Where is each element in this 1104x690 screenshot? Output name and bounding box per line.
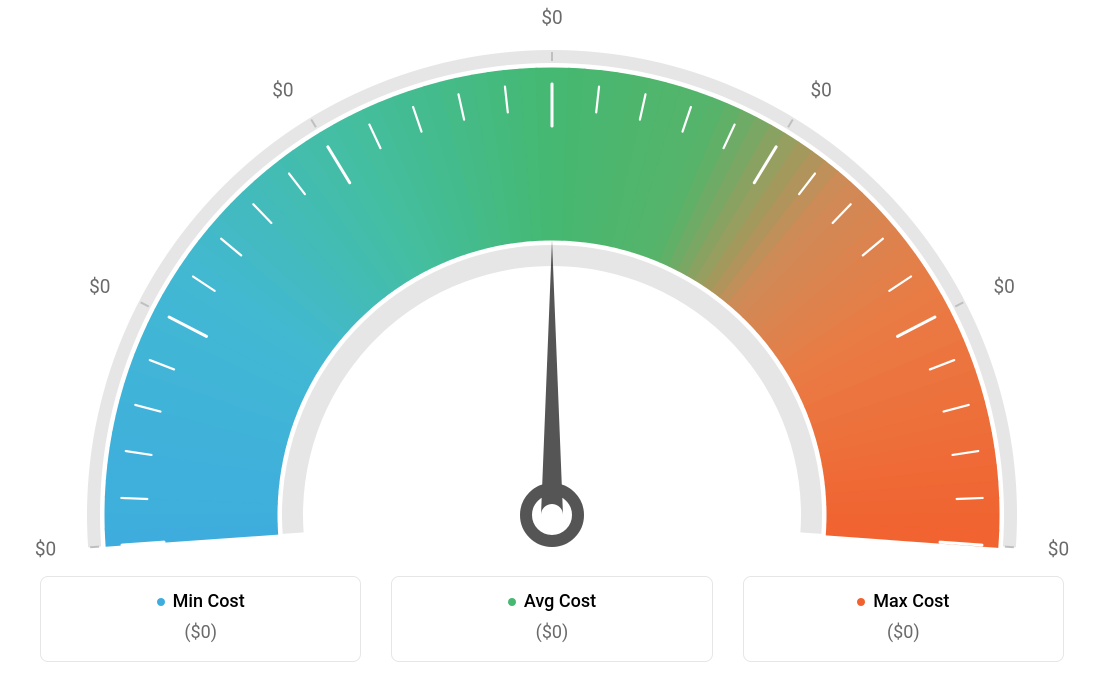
- legend-label-avg: Avg Cost: [524, 591, 596, 612]
- legend-row: Min Cost ($0) Avg Cost ($0) Max Cost ($0…: [40, 576, 1064, 663]
- legend-title-max: Max Cost: [857, 591, 949, 612]
- legend-value-min: ($0): [51, 622, 350, 643]
- svg-text:$0: $0: [541, 6, 562, 29]
- svg-text:$0: $0: [994, 275, 1015, 298]
- legend-card-avg: Avg Cost ($0): [391, 576, 712, 663]
- legend-dot-avg: [508, 598, 516, 606]
- legend-title-min: Min Cost: [157, 591, 245, 612]
- legend-value-avg: ($0): [402, 622, 701, 643]
- legend-label-max: Max Cost: [873, 591, 949, 612]
- legend-card-min: Min Cost ($0): [40, 576, 361, 663]
- legend-value-max: ($0): [754, 622, 1053, 643]
- svg-text:$0: $0: [89, 275, 110, 298]
- legend-card-max: Max Cost ($0): [743, 576, 1064, 663]
- svg-text:$0: $0: [810, 78, 831, 101]
- legend-dot-max: [857, 598, 865, 606]
- cost-gauge-infographic: $0 $0 $0 $0 $0 $0 $0 Min Cost ($0) Avg Cost ($…: [0, 0, 1104, 690]
- gauge-svg: $0 $0 $0 $0 $0 $0 $0: [0, 0, 1104, 560]
- legend-label-min: Min Cost: [173, 591, 245, 612]
- legend-title-avg: Avg Cost: [508, 591, 596, 612]
- svg-text:$0: $0: [35, 538, 56, 560]
- svg-text:$0: $0: [272, 78, 293, 101]
- gauge-chart: $0 $0 $0 $0 $0 $0 $0: [0, 0, 1104, 560]
- svg-text:$0: $0: [1048, 538, 1069, 560]
- legend-dot-min: [157, 598, 165, 606]
